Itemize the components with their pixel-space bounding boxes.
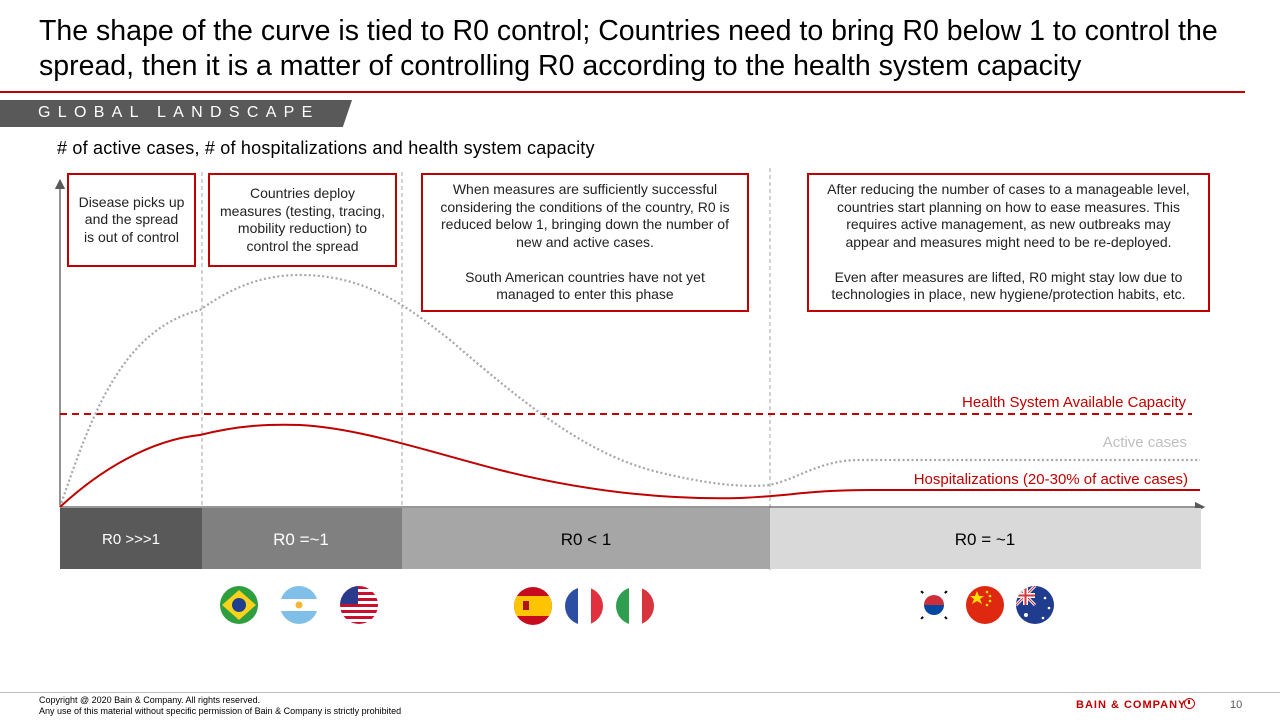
slide-title: The shape of the curve is tied to R0 con… [39,15,1218,82]
phase-bar-1 [60,508,202,569]
phase-dividers [201,168,771,570]
phase-3-note: When measures are sufficiently successfu… [421,173,749,312]
phase-3-note-text: When measures are sufficiently successfu… [440,181,730,303]
spain-flag-icon [514,587,552,625]
australia-flag-icon [1016,586,1054,624]
capacity-label: Health System Available Capacity [962,394,1187,411]
phase-bars: R0 >>>1 R0 =~1 R0 < 1 R0 = ~1 [60,508,1201,569]
phase-4-note-text: After reducing the number of cases to a … [827,181,1190,303]
phase-label-4: R0 = ~1 [955,530,1016,549]
brand-mark-icon [1184,698,1195,709]
footer-divider [0,692,1280,693]
hospitalizations-label: Hospitalizations (20-30% of active cases… [914,471,1188,488]
section-tag: GLOBAL LANDSCAPE [0,100,352,127]
argentina-flag-icon [280,586,318,624]
phase-bar-4 [770,508,1201,569]
disclaimer-line: Any use of this material without specifi… [39,706,402,716]
footer-copyright: Copyright @ 2020 Bain & Company. All rig… [39,695,401,717]
brand-logo: BAIN & COMPANY [1076,699,1187,711]
active-cases-curve [58,273,1200,508]
phase-bar-2 [202,508,402,569]
phase-label-2: R0 =~1 [273,530,329,549]
phase-4-note: After reducing the number of cases to a … [807,173,1210,312]
italy-flag-icon [616,587,654,625]
phase-bar-3 [402,508,770,569]
phase-2-note: Countries deploy measures (testing, trac… [208,173,397,267]
phase-label-1: R0 >>>1 [102,531,160,548]
hospitalizations-curve [59,423,1200,508]
china-flag-icon [966,586,1004,624]
phase-2-note-text: Countries deploy measures (testing, trac… [220,185,385,254]
south-korea-flag-icon [915,586,953,624]
phase-1-note-text: Disease picks up and the spread is out o… [78,193,185,245]
phase-1-note: Disease picks up and the spread is out o… [67,173,196,267]
chart-subtitle: # of active cases, # of hospitalizations… [57,138,595,158]
brazil-flag-icon [220,586,258,624]
phase-label-3: R0 < 1 [561,530,612,549]
france-flag-icon [565,587,603,625]
active-cases-label: Active cases [1103,434,1187,451]
section-tag-label: GLOBAL LANDSCAPE [38,104,320,121]
title-divider [0,91,1245,93]
usa-flag-icon [340,586,378,624]
page-number: 10 [1230,699,1243,711]
copyright-line: Copyright @ 2020 Bain & Company. All rig… [39,695,261,705]
